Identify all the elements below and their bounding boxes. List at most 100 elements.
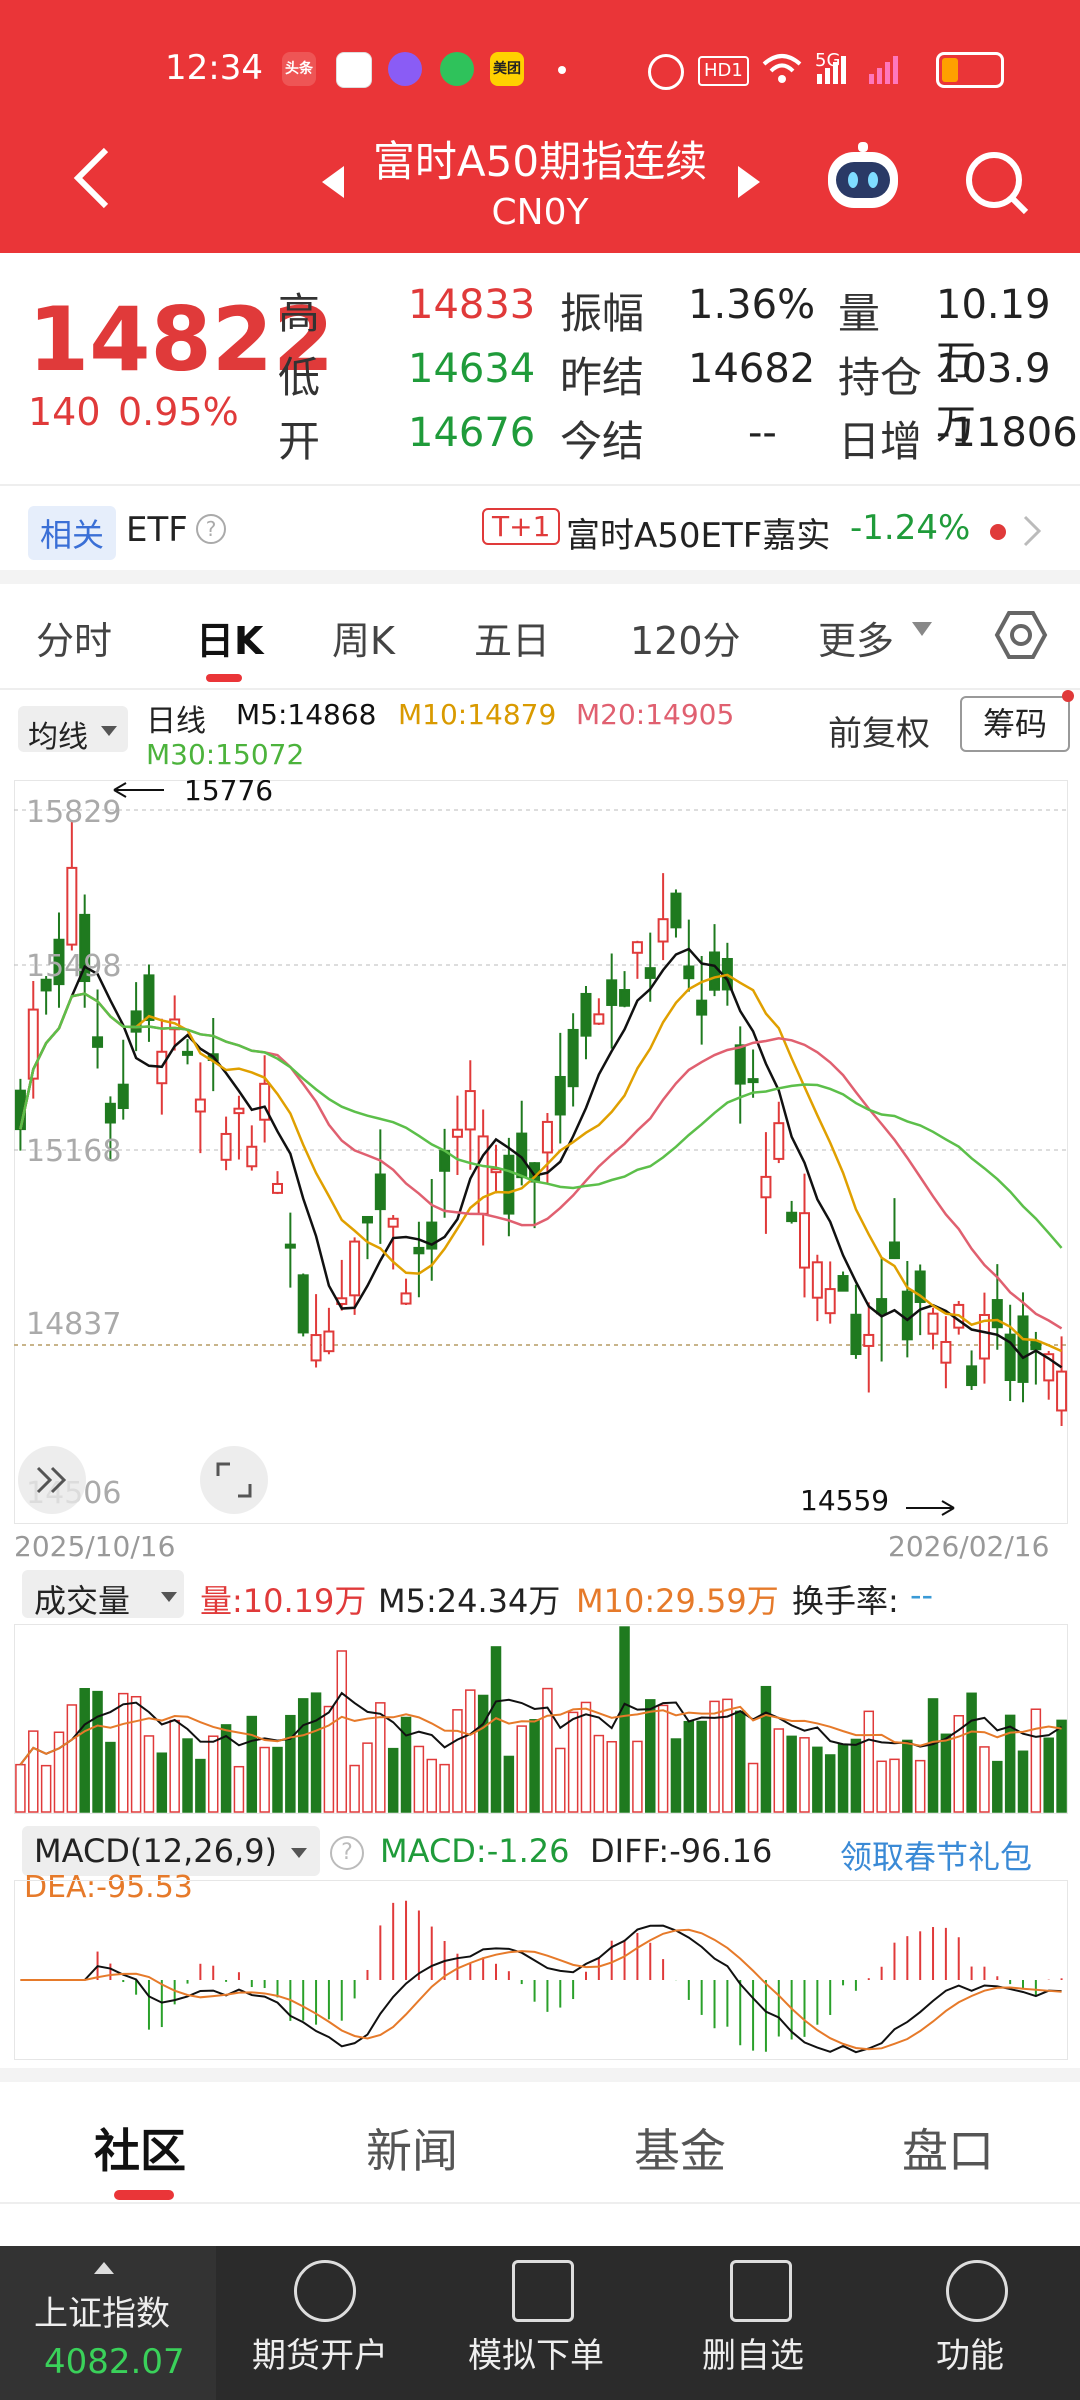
candle [1004, 1333, 1016, 1382]
tab-orderbook[interactable]: 盘口 [902, 2124, 994, 2178]
promo-link[interactable]: 领取春节礼包 [840, 1838, 1033, 1876]
adjust-mode[interactable]: 前复权 [828, 714, 930, 754]
volume-bar [889, 1758, 900, 1813]
price-change: 140 [28, 390, 101, 434]
volume-bar [503, 1755, 515, 1813]
max-price-marker: 15776 [184, 780, 273, 807]
tab-five-day[interactable]: 五日 [474, 619, 551, 663]
volume-bar [169, 1719, 180, 1813]
status-time: 12:34 [165, 48, 263, 88]
prev-arrow-icon[interactable] [320, 166, 346, 198]
macd-value: MACD:-1.26 [380, 1832, 570, 1870]
tab-more[interactable]: 更多 [818, 619, 895, 663]
volume-bar [246, 1715, 258, 1813]
candle [361, 1215, 373, 1224]
tab-intraday[interactable]: 分时 [36, 619, 113, 663]
ma-select-label: 均线 [28, 720, 88, 755]
candle [554, 1075, 566, 1116]
last-price: 14822 [28, 288, 335, 391]
ma30-line [19, 992, 1063, 1249]
volume-bar [747, 1762, 759, 1813]
macd-select[interactable]: MACD(12,26,9) [22, 1826, 320, 1876]
search-icon[interactable] [962, 148, 1032, 218]
tab-120min[interactable]: 120分 [630, 619, 741, 663]
hd-icon: HD1 [698, 56, 749, 86]
button-label: 删自选 [702, 2336, 804, 2376]
candle [709, 951, 721, 991]
tab-fund[interactable]: 基金 [634, 2124, 726, 2178]
back-icon[interactable] [70, 146, 114, 210]
divider [0, 688, 1080, 690]
kline-chart[interactable]: 15829 15498 15168 14837 14506 15776 1455… [14, 780, 1068, 1524]
volume-bar [760, 1685, 772, 1813]
ma-select[interactable]: 均线 [18, 706, 128, 755]
volume-bar [272, 1746, 283, 1813]
button-label: 模拟下单 [468, 2336, 604, 2376]
candle [92, 1036, 104, 1048]
stat-label: 昨结 [560, 353, 645, 402]
fullscreen-icon[interactable] [200, 1446, 268, 1514]
stat-label: 低 [278, 353, 321, 402]
next-arrow-icon[interactable] [736, 166, 762, 198]
candle [876, 1298, 888, 1315]
volume-bar [580, 1701, 592, 1813]
help-icon[interactable]: ? [196, 514, 226, 544]
stat-label: 振幅 [560, 289, 645, 338]
volume-bar [452, 1709, 463, 1813]
candle [901, 1290, 913, 1341]
robot-assistant-icon[interactable] [822, 140, 904, 214]
tab-community[interactable]: 社区 [94, 2124, 186, 2178]
volume-bar [966, 1692, 977, 1813]
volume-bar [1004, 1714, 1016, 1813]
volume-bar [657, 1704, 669, 1813]
turnover-label: 换手率: [792, 1582, 899, 1620]
candle [657, 918, 669, 943]
stat-value: 103.9万 [936, 346, 1051, 448]
volume-bar [465, 1689, 476, 1813]
end-date: 2026/02/16 [888, 1530, 1050, 1563]
volume-bar [850, 1738, 862, 1813]
candle [760, 1175, 772, 1199]
macd-chart[interactable] [14, 1880, 1068, 2060]
chips-button[interactable]: 筹码 [960, 696, 1070, 752]
volume-bar [824, 1754, 836, 1813]
macd-select-label: MACD(12,26,9) [34, 1832, 278, 1870]
volume-bar [606, 1741, 617, 1813]
tab-weekly-k[interactable]: 周K [332, 619, 395, 663]
index-ticker[interactable]: 上证指数 4082.07 [0, 2246, 216, 2400]
y-axis-label: 15168 [26, 1134, 121, 1169]
volume-bar [953, 1715, 964, 1813]
candle [297, 1274, 309, 1334]
settings-icon[interactable] [994, 608, 1048, 662]
candle [888, 1241, 900, 1260]
volume-bar [349, 1764, 360, 1813]
candle [413, 1246, 425, 1255]
related-etf-row[interactable]: 相关 ETF ? T+1 富时A50ETF嘉实 -1.24% [0, 490, 1080, 570]
volume-bar [940, 1733, 952, 1813]
candle [400, 1292, 412, 1305]
volume-bar [105, 1741, 116, 1813]
volume-bar [927, 1698, 939, 1813]
stat-label: 高 [278, 289, 321, 338]
tab-news[interactable]: 新闻 [366, 2124, 458, 2178]
minus-icon [730, 2260, 792, 2322]
volume-bar [914, 1759, 926, 1813]
chevron-right-icon [1023, 515, 1042, 547]
menu-icon [946, 2260, 1008, 2322]
futures-icon [294, 2260, 356, 2322]
candle [272, 1182, 283, 1194]
ma10-value: M10:14879 [398, 698, 557, 731]
expand-sidebar-icon[interactable] [18, 1446, 86, 1514]
candle [194, 1098, 206, 1113]
candle [966, 1365, 978, 1387]
document-icon [512, 2260, 574, 2322]
start-date: 2025/10/16 [14, 1530, 176, 1563]
help-icon[interactable]: ? [330, 1836, 364, 1870]
tab-daily-k[interactable]: 日K [196, 619, 264, 663]
candle [644, 967, 656, 979]
volume-bar [182, 1738, 193, 1813]
volume-select[interactable]: 成交量 [22, 1570, 184, 1620]
volume-chart[interactable] [14, 1624, 1068, 1814]
ma5-value: M5:14868 [236, 698, 377, 731]
volume-ma10-line [19, 1705, 1062, 1766]
